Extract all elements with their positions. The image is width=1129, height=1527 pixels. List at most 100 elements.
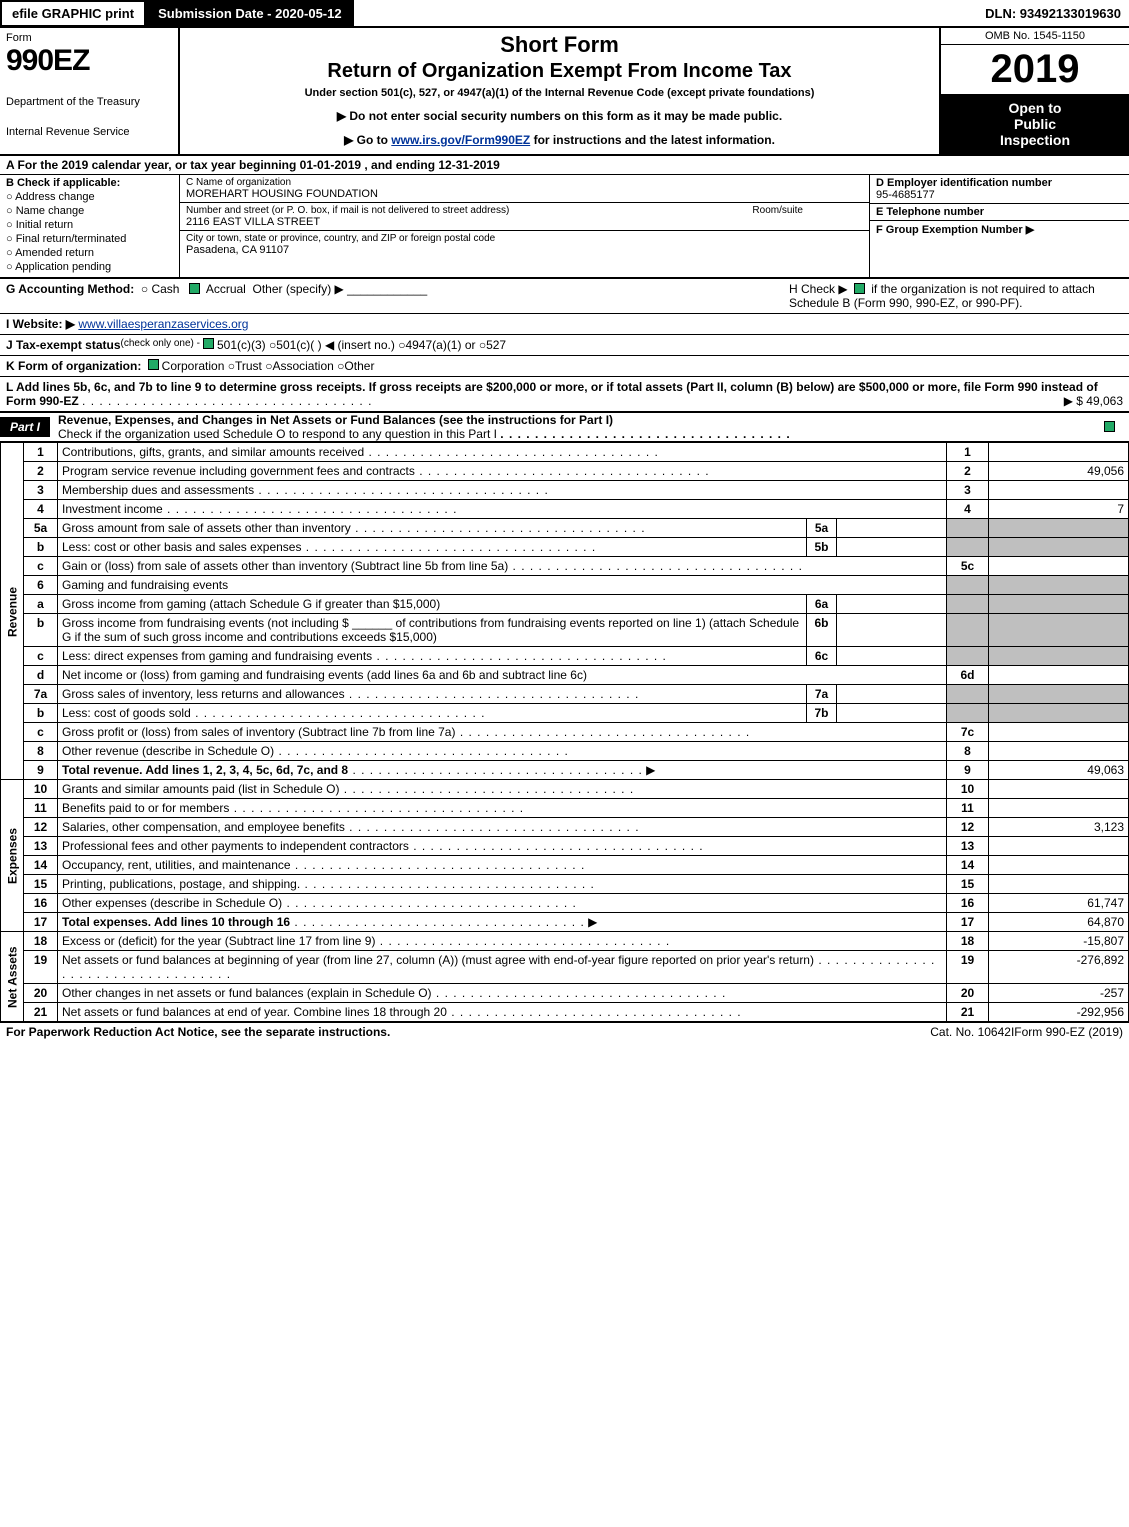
k-label: K Form of organization: <box>6 359 141 373</box>
top-bar: efile GRAPHIC print Submission Date - 20… <box>0 0 1129 28</box>
l4-desc: Investment income <box>62 502 163 516</box>
chk-name-change[interactable]: Name change <box>6 205 173 217</box>
l6b-subval <box>837 614 947 647</box>
k-corp-check[interactable] <box>148 359 159 370</box>
row-j: J Tax-exempt status (check only one) - 5… <box>0 335 1129 356</box>
part1-table: Revenue 1 Contributions, gifts, grants, … <box>0 442 1129 1022</box>
l5a-shade2 <box>989 519 1129 538</box>
line-14: 14 Occupancy, rent, utilities, and maint… <box>1 856 1129 875</box>
box-c: C Name of organization MOREHART HOUSING … <box>180 175 869 277</box>
j-opt-527[interactable]: 527 <box>486 338 506 352</box>
l12-desc: Salaries, other compensation, and employ… <box>62 820 345 834</box>
chk-application-pending[interactable]: Application pending <box>6 261 173 273</box>
l16-num: 16 <box>24 894 58 913</box>
open-line1: Open to <box>945 100 1125 116</box>
l7b-desc: Less: cost of goods sold <box>62 706 191 720</box>
l17-num: 17 <box>24 913 58 932</box>
l1-box: 1 <box>947 443 989 462</box>
line-21: 21 Net assets or fund balances at end of… <box>1 1003 1129 1022</box>
l7c-num: c <box>24 723 58 742</box>
l21-desc: Net assets or fund balances at end of ye… <box>62 1005 447 1019</box>
line-3: 3 Membership dues and assessments 3 <box>1 481 1129 500</box>
g-other[interactable]: Other (specify) ▶ <box>253 282 344 296</box>
l6d-box: 6d <box>947 666 989 685</box>
ein-label: D Employer identification number <box>876 177 1123 189</box>
chk-amended-return[interactable]: Amended return <box>6 247 173 259</box>
l13-box: 13 <box>947 837 989 856</box>
l20-val: -257 <box>989 984 1129 1003</box>
l8-box: 8 <box>947 742 989 761</box>
j-opt-501c[interactable]: 501(c)( ) ◀ (insert no.) <box>276 338 395 352</box>
org-city-row: City or town, state or province, country… <box>180 231 869 258</box>
l20-desc: Other changes in net assets or fund bala… <box>62 986 432 1000</box>
l11-desc: Benefits paid to or for members <box>62 801 229 815</box>
page-footer: For Paperwork Reduction Act Notice, see … <box>0 1022 1129 1041</box>
l18-val: -15,807 <box>989 932 1129 951</box>
g-accrual-check[interactable] <box>189 283 200 294</box>
l5b-num: b <box>24 538 58 557</box>
l19-num: 19 <box>24 951 58 984</box>
l7a-num: 7a <box>24 685 58 704</box>
l6a-sub: 6a <box>807 595 837 614</box>
irs-link[interactable]: www.irs.gov/Form990EZ <box>391 133 530 147</box>
k-other[interactable]: Other <box>344 359 374 373</box>
group-exemption-label: F Group Exemption Number ▶ <box>876 223 1123 236</box>
org-street-label: Number and street (or P. O. box, if mail… <box>186 205 509 216</box>
part1-title: Revenue, Expenses, and Changes in Net As… <box>50 413 1089 441</box>
l7c-desc: Gross profit or (loss) from sales of inv… <box>62 725 455 739</box>
l5b-subval <box>837 538 947 557</box>
l6-desc: Gaming and fundraising events <box>62 578 228 592</box>
l2-box: 2 <box>947 462 989 481</box>
website-link[interactable]: www.villaesperanzaservices.org <box>78 317 248 331</box>
l1-val <box>989 443 1129 462</box>
room-suite-label: Room/suite <box>752 205 803 216</box>
l7a-sub: 7a <box>807 685 837 704</box>
j-opt-4947[interactable]: 4947(a)(1) or <box>405 338 475 352</box>
l6a-shade2 <box>989 595 1129 614</box>
i-label: I Website: ▶ <box>6 317 75 331</box>
line-11: 11 Benefits paid to or for members 11 <box>1 799 1129 818</box>
l6b-blank: ______ <box>352 616 392 630</box>
instruction-goto: ▶ Go to www.irs.gov/Form990EZ for instru… <box>188 133 931 147</box>
chk-address-change[interactable]: Address change <box>6 191 173 203</box>
chk-final-return[interactable]: Final return/terminated <box>6 233 173 245</box>
l18-box: 18 <box>947 932 989 951</box>
line-8: 8 Other revenue (describe in Schedule O)… <box>1 742 1129 761</box>
sidecat-netassets: Net Assets <box>1 932 24 1022</box>
l6b-desc-pre: Gross income from fundraising events (no… <box>62 616 352 630</box>
row-k: K Form of organization: Corporation ○ Tr… <box>0 356 1129 377</box>
form-header: Form 990EZ Department of the Treasury In… <box>0 28 1129 156</box>
j-note: (check only one) - <box>121 338 200 349</box>
line-12: 12 Salaries, other compensation, and emp… <box>1 818 1129 837</box>
line-16: 16 Other expenses (describe in Schedule … <box>1 894 1129 913</box>
g-cash[interactable]: Cash <box>151 282 179 296</box>
l15-num: 15 <box>24 875 58 894</box>
l1-num: 1 <box>24 443 58 462</box>
chk-initial-return[interactable]: Initial return <box>6 219 173 231</box>
l11-box: 11 <box>947 799 989 818</box>
h-checkbox[interactable] <box>854 283 865 294</box>
k-trust[interactable]: Trust <box>235 359 262 373</box>
omb-number: OMB No. 1545-1150 <box>941 28 1129 45</box>
l6c-shade2 <box>989 647 1129 666</box>
tax-year: 2019 <box>941 45 1129 94</box>
l11-val <box>989 799 1129 818</box>
line-7a: 7a Gross sales of inventory, less return… <box>1 685 1129 704</box>
l6b-sub: 6b <box>807 614 837 647</box>
footer-form-id: Form 990-EZ (2019) <box>1014 1025 1123 1039</box>
part1-title-text: Revenue, Expenses, and Changes in Net As… <box>58 413 613 427</box>
l14-val <box>989 856 1129 875</box>
efile-print-button[interactable]: efile GRAPHIC print <box>0 0 146 27</box>
org-street-value: 2116 EAST VILLA STREET <box>186 216 509 228</box>
l7a-shade1 <box>947 685 989 704</box>
line-1: Revenue 1 Contributions, gifts, grants, … <box>1 443 1129 462</box>
j-501c3-check[interactable] <box>203 338 214 349</box>
k-association[interactable]: Association <box>272 359 333 373</box>
j-opt-501c3: 501(c)(3) <box>217 338 266 352</box>
l6c-subval <box>837 647 947 666</box>
box-b: B Check if applicable: Address change Na… <box>0 175 180 277</box>
header-right: OMB No. 1545-1150 2019 Open to Public In… <box>939 28 1129 154</box>
ein-value: 95-4685177 <box>876 189 1123 201</box>
part1-schedule-o-check[interactable] <box>1089 420 1129 434</box>
header-left: Form 990EZ Department of the Treasury In… <box>0 28 180 154</box>
